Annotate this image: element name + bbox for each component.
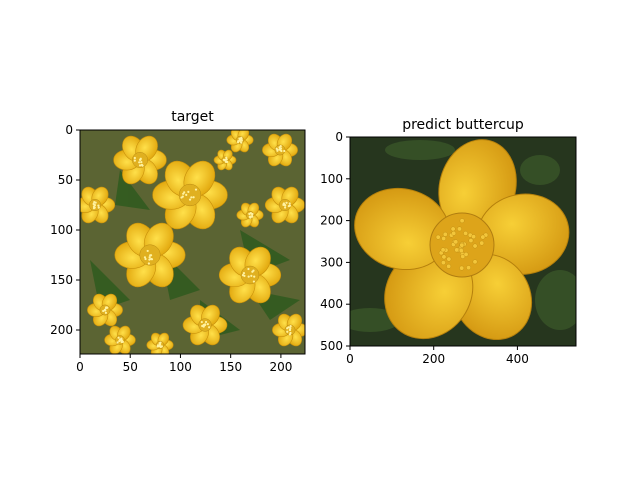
- x-tick-label: 50: [123, 360, 138, 374]
- y-tick-label: 100: [50, 223, 73, 237]
- y-tick-label: 100: [320, 172, 343, 186]
- x-tick-label: 200: [422, 352, 445, 366]
- y-tick-label: 300: [320, 255, 343, 269]
- target-image: [75, 126, 307, 359]
- target-panel: target 0 50 100 150 200 0 50 100 150 200: [50, 109, 308, 374]
- y-tick-label: 0: [335, 130, 343, 144]
- y-tick-label: 150: [50, 273, 73, 287]
- y-tick-label: 0: [65, 123, 73, 137]
- x-tick-label: 100: [169, 360, 192, 374]
- y-tick-label: 500: [320, 339, 343, 353]
- x-tick-label: 0: [346, 352, 354, 366]
- prediction-title: predict buttercup: [402, 117, 524, 133]
- prediction-panel: predict buttercup 0 200 400 0 100 200 300 400 50…: [320, 117, 585, 366]
- y-tick-label: 200: [50, 323, 73, 337]
- target-title: target: [171, 109, 214, 125]
- y-tick-label: 400: [320, 297, 343, 311]
- x-tick-label: 200: [269, 360, 292, 374]
- y-tick-label: 50: [58, 173, 73, 187]
- y-tick-label: 200: [320, 214, 343, 228]
- x-tick-label: 400: [506, 352, 529, 366]
- prediction-image: [340, 131, 585, 356]
- x-tick-label: 0: [76, 360, 84, 374]
- x-tick-label: 150: [219, 360, 242, 374]
